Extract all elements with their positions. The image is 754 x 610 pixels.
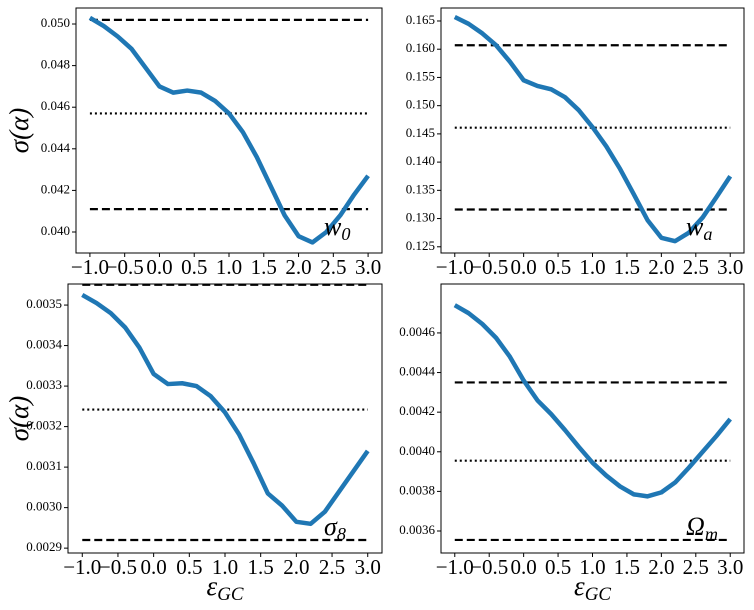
y-axis-label: σ(α) xyxy=(4,396,34,441)
y-tick-label: 0.050 xyxy=(41,15,70,30)
y-tick-label: 0.048 xyxy=(41,57,70,72)
annotation-sub: m xyxy=(705,524,718,544)
annotation-sub: 8 xyxy=(337,524,346,544)
annotation-sub: 0 xyxy=(341,224,350,244)
y-axis-label: σ(α) xyxy=(4,108,34,153)
annotation-base: w xyxy=(324,212,342,241)
y-tick-label: 0.0042 xyxy=(399,403,435,418)
x-tick-label: 1.5 xyxy=(251,255,277,279)
x-axis-label-sub: GC xyxy=(585,584,612,605)
x-tick-label: 0.0 xyxy=(141,555,167,579)
x-tick-label: 2.5 xyxy=(319,555,345,579)
y-tick-label: 0.0036 xyxy=(399,522,435,537)
x-tick-label: 0.0 xyxy=(146,255,172,279)
y-tick-label: 0.150 xyxy=(406,97,435,112)
y-tick-label: 0.044 xyxy=(41,140,71,155)
x-tick-label: 2.0 xyxy=(283,555,309,579)
x-tick-label: −1.0 xyxy=(436,255,474,279)
x-tick-label: −0.5 xyxy=(106,255,144,279)
x-tick-label: −0.5 xyxy=(470,255,508,279)
x-tick-label: 2.5 xyxy=(683,255,709,279)
x-tick-label: 1.5 xyxy=(614,555,640,579)
x-tick-label: 1.5 xyxy=(248,555,274,579)
x-tick-label: 1.0 xyxy=(216,255,242,279)
annotation-base: σ xyxy=(324,512,338,541)
y-tick-label: 0.165 xyxy=(406,12,435,27)
y-tick-label: 0.125 xyxy=(406,238,435,253)
y-tick-label: 0.0040 xyxy=(399,443,435,458)
y-tick-label: 0.0029 xyxy=(26,539,62,554)
y-tick-label: 0.046 xyxy=(41,98,71,113)
y-tick-label: 0.0044 xyxy=(399,364,435,379)
data-line xyxy=(453,303,732,499)
x-tick-label: −0.5 xyxy=(99,555,137,579)
x-tick-label: 1.0 xyxy=(579,255,605,279)
y-tick-label: 0.135 xyxy=(406,181,435,196)
x-tick-label: 3.0 xyxy=(717,255,743,279)
x-tick-label: −1.0 xyxy=(71,255,109,279)
x-tick-label: 2.5 xyxy=(320,255,346,279)
x-tick-label: 0.5 xyxy=(545,255,571,279)
x-tick-label: 1.5 xyxy=(614,255,640,279)
x-tick-label: 3.0 xyxy=(355,555,381,579)
x-tick-label: 2.0 xyxy=(285,255,311,279)
x-tick-label: 2.5 xyxy=(683,555,709,579)
y-tick-label: 0.0032 xyxy=(26,418,62,433)
x-axis-label-base: ε xyxy=(207,571,218,601)
x-tick-label: 0.0 xyxy=(511,555,537,579)
y-tick-label: 0.040 xyxy=(41,223,70,238)
x-axis-label: εGC xyxy=(207,571,244,605)
y-tick-label: 0.0034 xyxy=(26,337,62,352)
data-line xyxy=(88,15,370,245)
y-tick-label: 0.130 xyxy=(406,210,435,225)
x-axis-label-base: ε xyxy=(574,571,585,601)
x-tick-label: 3.0 xyxy=(355,255,381,279)
y-tick-label: 0.160 xyxy=(406,40,435,55)
annotation: wa xyxy=(686,212,712,244)
y-tick-label: 0.140 xyxy=(406,153,435,168)
y-tick-label: 0.0038 xyxy=(399,482,435,497)
data-line xyxy=(81,292,370,527)
x-tick-label: 1.0 xyxy=(212,555,238,579)
x-tick-label: 0.5 xyxy=(176,555,202,579)
y-tick-label: 0.145 xyxy=(406,125,435,140)
x-tick-label: −1.0 xyxy=(63,555,101,579)
x-axis-label-sub: GC xyxy=(217,584,244,605)
x-tick-label: −0.5 xyxy=(470,555,508,579)
y-tick-label: 0.155 xyxy=(406,68,435,83)
x-tick-label: −1.0 xyxy=(436,555,474,579)
x-tick-label: 2.0 xyxy=(648,555,674,579)
y-tick-label: 0.0046 xyxy=(399,324,435,339)
x-axis-label: εGC xyxy=(574,571,611,605)
x-tick-label: 3.0 xyxy=(717,555,743,579)
annotation-base: w xyxy=(686,212,704,241)
annotation: Ωm xyxy=(686,512,718,544)
y-tick-label: 0.042 xyxy=(41,181,70,196)
x-tick-label: 1.0 xyxy=(579,555,605,579)
annotation: w0 xyxy=(324,212,350,244)
y-tick-label: 0.0035 xyxy=(26,296,62,311)
annotation-base: Ω xyxy=(686,512,705,541)
y-tick-label: 0.0031 xyxy=(26,458,62,473)
x-tick-label: 0.5 xyxy=(181,255,207,279)
x-tick-label: 0.5 xyxy=(545,555,571,579)
x-tick-label: 2.0 xyxy=(648,255,674,279)
y-tick-label: 0.0033 xyxy=(26,377,62,392)
y-tick-label: 0.0030 xyxy=(26,499,62,514)
annotation: σ8 xyxy=(324,512,346,544)
annotation-sub: a xyxy=(703,224,712,244)
data-line xyxy=(453,15,733,244)
x-tick-label: 0.0 xyxy=(511,255,537,279)
